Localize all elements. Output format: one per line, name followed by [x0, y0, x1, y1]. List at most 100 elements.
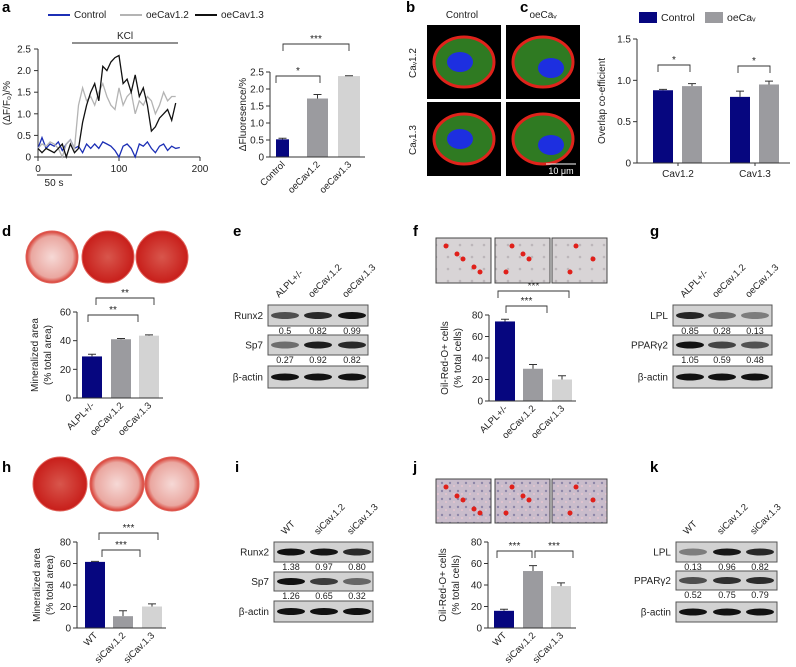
bar: [523, 571, 543, 628]
protein-band: [304, 312, 332, 319]
protein-band: [676, 341, 704, 349]
significance-bracket: [505, 305, 548, 313]
lipid-droplet: [471, 506, 477, 512]
panel-label-k: k: [650, 459, 659, 476]
y-axis-label: Oil-Red-O+ cells: [440, 321, 451, 395]
legend-label: oeCav1.3: [221, 10, 264, 21]
trace-control: [37, 135, 180, 159]
y-tick-label: 1.5: [617, 35, 631, 46]
time-scale-label: 50 s: [45, 178, 64, 189]
lipid-droplet: [567, 510, 573, 516]
y-tick-label: 2.5: [250, 68, 264, 79]
nucleus: [538, 135, 564, 155]
protein-band: [713, 608, 741, 616]
band-quantification: 1.05: [681, 355, 699, 365]
protein-band: [304, 373, 332, 381]
y-tick-label: 20: [60, 365, 72, 376]
lane-label: oeCav.1.3: [340, 262, 378, 300]
protein-band: [304, 341, 332, 349]
y-tick-label: 1.5: [17, 88, 31, 99]
protein-band: [679, 608, 707, 616]
protein-band: [741, 373, 769, 381]
bar: [551, 586, 571, 628]
protein-band: [277, 548, 305, 556]
row-label: Caᵥ1.2: [408, 48, 419, 78]
y-tick-label: 80: [60, 538, 72, 549]
band-quantification: 0.27: [276, 355, 294, 365]
lipid-droplet: [509, 243, 515, 249]
blot-row-label: β-actin: [233, 373, 263, 384]
protein-band: [338, 312, 366, 319]
panel-label-d: d: [2, 223, 11, 240]
band-quantification: 0.52: [684, 590, 702, 600]
y-tick-label: 0: [477, 397, 483, 408]
y-tick-label: 1.5: [250, 102, 264, 113]
y-tick-label: 2.5: [17, 45, 31, 56]
x-category-label: oeCav1.2: [286, 159, 323, 196]
protein-band: [271, 341, 299, 349]
panel-label-j: j: [412, 459, 417, 476]
protein-band: [741, 341, 769, 349]
x-category-label: siCav.1.2: [93, 630, 128, 665]
y-tick-label: 0.5: [17, 131, 31, 142]
blot-row-label: Sp7: [245, 341, 263, 352]
bar: [523, 368, 543, 401]
protein-band: [310, 578, 338, 585]
alizarin-stained-well: [32, 456, 88, 512]
error-bar: [117, 338, 125, 340]
bar: [730, 96, 750, 163]
protein-band: [310, 608, 338, 615]
significance-bracket: [275, 75, 321, 83]
protein-band: [708, 312, 736, 319]
y-tick-label: 1.0: [250, 119, 264, 130]
significance-label: ***: [528, 281, 540, 292]
lipid-droplet: [454, 251, 460, 257]
y-tick-label: 80: [472, 311, 484, 322]
nucleus: [538, 58, 564, 78]
band-quantification: 0.99: [343, 326, 361, 336]
kcl-label: KCl: [117, 31, 133, 42]
protein-band: [746, 608, 774, 616]
legend-label: oeCaᵥ: [727, 12, 756, 24]
blot-row-label: PPARγ2: [634, 576, 671, 587]
band-quantification: 0.59: [713, 355, 731, 365]
lane-label: ALPL+/-: [678, 268, 710, 300]
y-tick-label: 20: [60, 602, 72, 613]
protein-band: [338, 341, 366, 349]
y-tick-label: 20: [471, 602, 483, 613]
panel-label-a: a: [2, 0, 11, 16]
x-tick-label: 200: [192, 164, 209, 175]
band-quantification: 1.38: [282, 562, 300, 572]
y-tick-label: 2.0: [250, 85, 264, 96]
y-axis-label: Mineralized area: [30, 318, 41, 392]
y-tick-label: 0.5: [617, 117, 631, 128]
error-bar: [313, 93, 322, 99]
band-quantification: 0.82: [343, 355, 361, 365]
bar: [85, 561, 105, 628]
blot-row-label: Runx2: [234, 311, 263, 322]
error-bar: [765, 80, 773, 85]
protein-band: [713, 577, 741, 584]
panel-label-e: e: [233, 223, 241, 240]
lipid-droplet: [503, 510, 509, 516]
significance-label: ***: [310, 34, 322, 45]
protein-band: [708, 341, 736, 349]
lipid-droplet: [520, 493, 526, 499]
band-quantification: 0.13: [746, 326, 764, 336]
lipid-droplet: [509, 484, 515, 490]
significance-label: ***: [548, 541, 560, 552]
lane-label: siCav.1.2: [715, 502, 750, 537]
protein-band: [271, 312, 299, 319]
column-header: oeCaᵥ: [529, 10, 557, 21]
blot-row-label: PPARγ2: [631, 341, 668, 352]
protein-band: [271, 373, 299, 381]
significance-label: ***: [521, 296, 533, 307]
x-category-label: siCav.1.3: [531, 630, 566, 665]
alizarin-stained-well: [81, 230, 135, 284]
significance-bracket: [95, 297, 155, 305]
bar: [113, 616, 133, 628]
